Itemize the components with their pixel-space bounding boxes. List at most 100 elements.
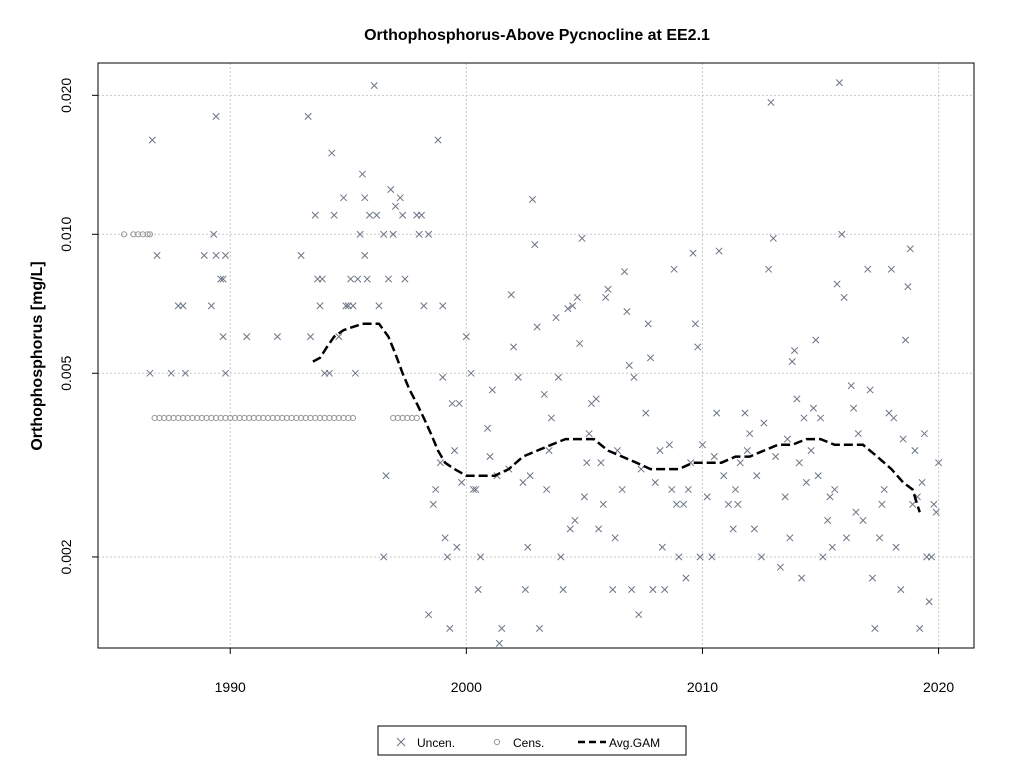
uncensored-point xyxy=(328,149,336,157)
uncensored-point xyxy=(642,409,650,417)
uncensored-point xyxy=(318,275,326,283)
uncensored-point xyxy=(356,230,364,238)
uncensored-point xyxy=(620,268,629,276)
uncensored-point xyxy=(436,459,444,467)
uncensored-point xyxy=(599,500,607,508)
uncensored-point xyxy=(670,265,678,273)
uncensored-point xyxy=(373,211,381,219)
uncensored-point xyxy=(750,525,758,533)
uncensored-point xyxy=(425,611,433,619)
uncensored-point xyxy=(179,302,187,310)
uncensored-point xyxy=(731,485,740,494)
legend-item-uncen: Uncen. xyxy=(396,736,455,750)
uncensored-point xyxy=(415,230,423,238)
uncensored-point xyxy=(200,251,208,259)
uncensored-point xyxy=(554,373,562,381)
uncensored-point xyxy=(899,435,907,443)
uncensored-point xyxy=(835,79,843,87)
x-tick-label: 1990 xyxy=(215,679,246,695)
uncensored-point xyxy=(441,534,449,542)
uncensored-point xyxy=(812,336,820,344)
uncensored-point xyxy=(207,302,215,310)
uncensored-point xyxy=(625,361,633,369)
uncensored-point xyxy=(866,386,874,394)
uncensored-point xyxy=(375,302,383,310)
uncensored-point xyxy=(342,302,350,310)
uncensored-point xyxy=(901,336,910,344)
uncensored-point xyxy=(854,430,862,438)
uncensored-point xyxy=(535,624,544,633)
uncensored-point xyxy=(904,283,912,291)
legend-circle-marker xyxy=(493,738,501,746)
uncensored-point xyxy=(528,195,537,203)
uncensored-point xyxy=(361,251,369,259)
uncensored-point xyxy=(597,459,605,467)
uncensored-point xyxy=(370,81,378,90)
uncensored-point xyxy=(453,543,461,551)
uncensored-point xyxy=(786,534,794,542)
uncensored-point xyxy=(545,447,553,455)
uncensored-point xyxy=(181,369,189,377)
uncensored-point xyxy=(325,369,333,377)
uncensored-point xyxy=(850,404,858,412)
legend-x-marker xyxy=(396,737,406,747)
uncensored-point xyxy=(340,194,348,202)
uncensored-point xyxy=(306,333,315,341)
uncensored-point xyxy=(842,534,851,542)
uncensored-point xyxy=(708,553,716,561)
uncensored-point xyxy=(932,508,940,516)
uncensored-point xyxy=(906,245,914,253)
legend: Uncen. Cens. Avg.GAM xyxy=(377,725,687,756)
uncensored-point xyxy=(918,478,926,487)
uncensored-point xyxy=(713,409,721,417)
uncensored-point xyxy=(425,230,433,238)
uncensored-point xyxy=(911,447,919,455)
uncensored-point xyxy=(583,459,591,467)
uncensored-point xyxy=(814,472,822,480)
uncensored-point xyxy=(467,369,475,377)
uncensored-point xyxy=(661,585,669,594)
legend-label-gam: Avg.GAM xyxy=(609,736,660,750)
uncensored-point xyxy=(859,516,867,524)
uncensored-point xyxy=(611,534,619,542)
y-tick-label: 0.010 xyxy=(58,217,74,252)
uncensored-point xyxy=(927,553,936,561)
uncensored-point xyxy=(847,382,855,390)
uncensored-point xyxy=(769,234,777,242)
uncensored-point xyxy=(564,305,572,313)
uncensored-point xyxy=(347,275,355,283)
uncensored-point xyxy=(684,485,692,494)
uncensored-point xyxy=(443,553,452,561)
uncensored-point xyxy=(753,472,761,480)
uncensored-point xyxy=(349,302,357,310)
uncensored-point xyxy=(566,525,574,533)
uncensored-point xyxy=(217,275,225,283)
uncensored-point xyxy=(458,478,466,487)
uncensored-point xyxy=(304,112,312,121)
uncensored-point xyxy=(920,430,928,438)
legend-item-cens: Cens. xyxy=(493,736,544,750)
uncensored-point xyxy=(935,459,943,467)
uncensored-point xyxy=(781,493,789,501)
uncensored-point xyxy=(628,585,636,594)
uncensored-point xyxy=(380,230,388,238)
gam-series xyxy=(312,322,921,513)
uncensored-point xyxy=(384,275,392,283)
uncensored-point xyxy=(824,516,832,524)
uncensored-point xyxy=(439,302,447,310)
uncensored-point xyxy=(474,585,482,594)
uncensored-point xyxy=(672,500,681,508)
uncensored-point xyxy=(776,563,784,571)
uncensored-point xyxy=(698,441,707,449)
uncensored-point xyxy=(604,285,612,293)
uncensored-point xyxy=(448,399,456,408)
censored-point xyxy=(146,231,154,238)
uncensored-point xyxy=(741,409,749,417)
uncensored-point xyxy=(651,478,659,487)
uncensored-point xyxy=(703,493,711,501)
y-axis-label: Orthophosphorus [mg/L] xyxy=(29,261,46,450)
uncensored-point xyxy=(363,275,371,283)
uncensored-point xyxy=(146,369,154,377)
uncensored-point xyxy=(691,320,699,328)
